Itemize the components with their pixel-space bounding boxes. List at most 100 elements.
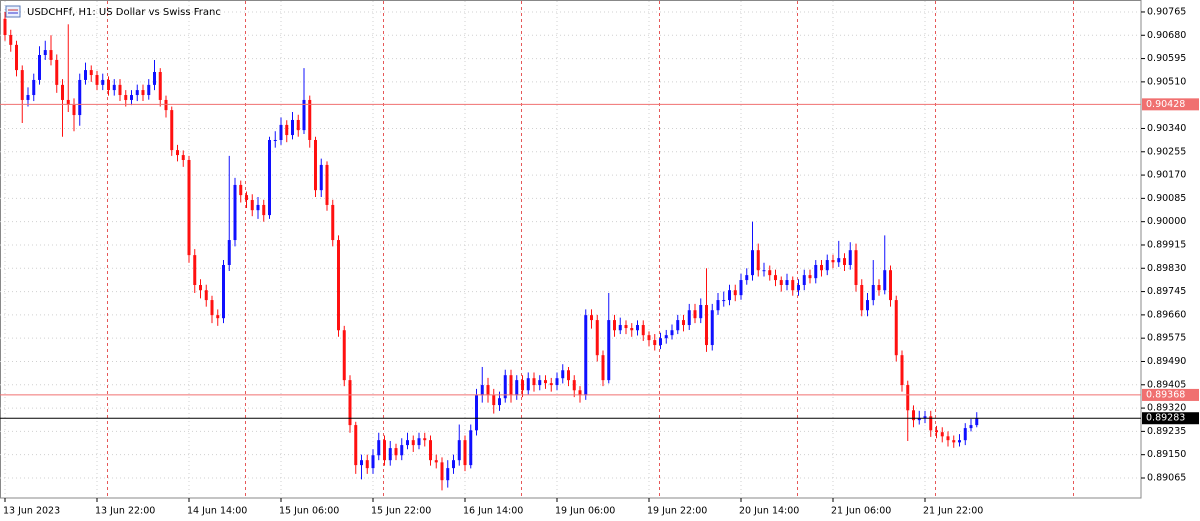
candle-body <box>883 270 887 291</box>
candle-body <box>670 330 674 336</box>
candle-body <box>567 370 570 381</box>
candle-body <box>222 264 225 319</box>
candle-body <box>486 385 490 396</box>
candle-body <box>55 59 59 85</box>
candle-body <box>584 315 588 396</box>
candle-body <box>308 99 312 140</box>
price-label: 0.89283 <box>1146 413 1185 424</box>
candle-body <box>797 285 800 291</box>
candle-body <box>199 285 202 291</box>
candle-body <box>365 460 369 469</box>
candle-body <box>371 455 375 469</box>
candle-body <box>434 460 438 463</box>
candle-body <box>130 95 133 100</box>
candle-body <box>802 275 806 285</box>
candle-body <box>889 270 892 301</box>
candle-body <box>877 285 881 291</box>
candle-body <box>544 380 547 384</box>
candle-body <box>112 84 116 91</box>
candle-body <box>515 380 519 396</box>
x-tick-label: 13 Jun 2023 <box>3 506 60 517</box>
candle-body <box>377 440 381 456</box>
candle-body <box>814 264 818 279</box>
candle-body <box>296 119 300 131</box>
x-tick-label: 16 Jun 14:00 <box>463 506 523 517</box>
x-tick-label: 15 Jun 22:00 <box>371 506 431 517</box>
candle-body <box>549 383 553 386</box>
candle-body <box>78 79 82 116</box>
candle-body <box>969 425 973 429</box>
y-tick-label: 0.90000 <box>1147 216 1186 227</box>
candle-body <box>135 90 139 96</box>
candle-body <box>285 124 289 136</box>
y-tick-label: 0.89660 <box>1147 309 1186 320</box>
candle-body <box>463 440 467 466</box>
candle-body <box>647 335 651 341</box>
candle-body <box>291 119 294 136</box>
candle-body <box>153 72 156 85</box>
candle-body <box>779 280 783 285</box>
chart-icon <box>5 5 21 18</box>
y-tick-label: 0.89915 <box>1147 239 1186 250</box>
candle-body <box>181 155 185 160</box>
candle-body <box>118 84 122 96</box>
candle-body <box>279 124 283 140</box>
candle-body <box>268 139 271 216</box>
candle-body <box>526 378 530 391</box>
candle-body <box>158 72 162 100</box>
candle-body <box>498 398 501 406</box>
y-tick-label: 0.90085 <box>1147 193 1186 204</box>
y-tick-label: 0.89065 <box>1147 472 1186 483</box>
candle-body <box>411 440 415 446</box>
candle-body <box>601 355 605 381</box>
candle-body <box>808 275 812 279</box>
candle-body <box>768 270 772 276</box>
x-tick-label: 15 Jun 06:00 <box>279 506 339 517</box>
y-tick-label: 0.89830 <box>1147 263 1186 274</box>
candle-body <box>72 104 76 116</box>
candle-body <box>866 300 869 311</box>
candle-body <box>630 328 634 331</box>
candle-body <box>469 430 473 466</box>
price-label-bg <box>1142 388 1199 401</box>
candle-body <box>38 55 41 80</box>
plot-border <box>0 0 1142 499</box>
y-tick-label: 0.90170 <box>1147 170 1186 181</box>
candle-body <box>509 375 513 396</box>
candle-body <box>555 378 559 386</box>
candle-body <box>423 438 427 441</box>
candle-body <box>9 34 13 45</box>
candle-body <box>682 320 685 326</box>
candle-body <box>3 18 7 35</box>
candle-body <box>354 425 358 466</box>
candle-body <box>101 79 105 85</box>
candle-body <box>84 70 87 80</box>
candle-body <box>15 44 18 71</box>
candle-body <box>457 440 461 461</box>
candle-body <box>233 184 237 241</box>
y-tick-label: 0.90340 <box>1147 123 1186 134</box>
candle-body <box>693 310 697 319</box>
candle-body <box>963 428 967 441</box>
candle-body <box>273 139 277 141</box>
candle-body <box>837 258 841 263</box>
y-tick-label: 0.90595 <box>1147 53 1186 64</box>
candle-body <box>388 448 392 461</box>
candle-body <box>595 320 599 356</box>
candle-body <box>239 184 243 196</box>
candle-body <box>141 90 145 96</box>
candle-body <box>176 150 179 156</box>
candle-body <box>900 355 904 386</box>
y-tick-label: 0.89490 <box>1147 356 1186 367</box>
candle-body <box>843 258 846 265</box>
candle-body <box>676 320 680 331</box>
candle-body <box>733 290 737 296</box>
candle-body <box>360 460 363 466</box>
candle-body <box>785 280 789 285</box>
y-tick-label: 0.89320 <box>1147 403 1186 414</box>
candle-body <box>26 95 30 100</box>
candle-body <box>687 310 691 326</box>
price-label: 0.89368 <box>1146 389 1185 400</box>
